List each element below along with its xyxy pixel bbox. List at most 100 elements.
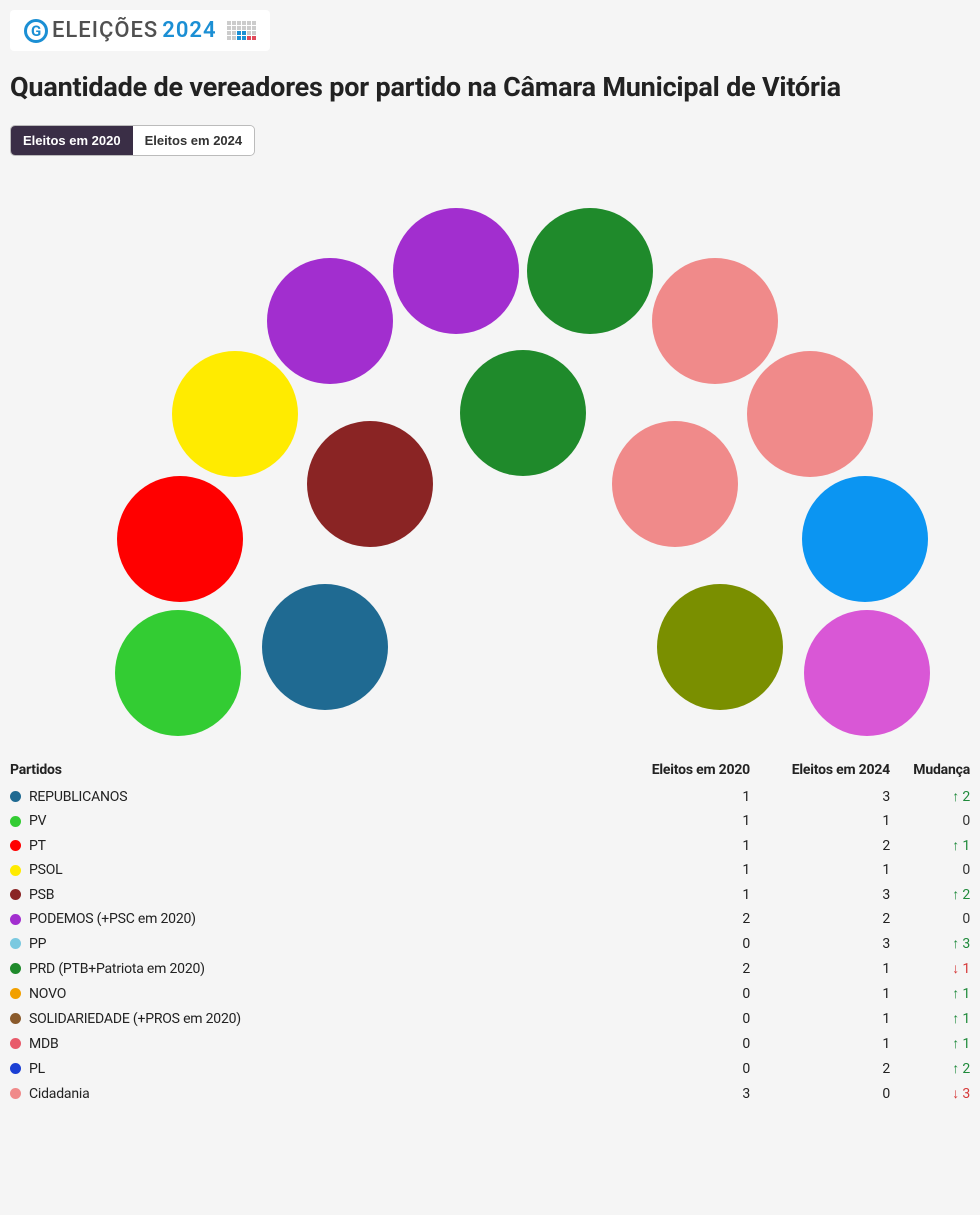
cell-2020: 0 (610, 1036, 750, 1052)
party-color-dot (10, 988, 21, 999)
header-party: Partidos (10, 762, 610, 778)
cell-2024: 2 (750, 911, 890, 927)
party-color-dot (10, 1038, 21, 1049)
table-row: Cidadania30↓ 3 (10, 1081, 970, 1106)
party-color-dot (10, 840, 21, 851)
cell-2024: 1 (750, 1011, 890, 1027)
seat-9 (612, 421, 738, 547)
table-row: REPUBLICANOS 13↑ 2 (10, 784, 970, 809)
party-color-dot (10, 1013, 21, 1024)
party-color-dot (10, 865, 21, 876)
cell-change: 0 (890, 862, 970, 878)
table-row: NOVO 01↑ 1 (10, 981, 970, 1006)
table-row: PODEMOS (+PSC em 2020)220 (10, 907, 970, 931)
party-name: PSB (29, 887, 54, 903)
table-row: PT12↑ 1 (10, 833, 970, 858)
party-name: Cidadania (29, 1086, 90, 1102)
logo: G ELEIÇÕES2024 (10, 10, 270, 51)
logo-text-eleicoes: ELEIÇÕES (52, 18, 158, 43)
cell-2024: 3 (750, 887, 890, 903)
seat-2 (117, 476, 243, 602)
party-color-dot (10, 889, 21, 900)
cell-2024: 0 (750, 1086, 890, 1102)
table-row: PSOL110 (10, 858, 970, 882)
cell-2020: 0 (610, 1011, 750, 1027)
cell-change: ↓ 1 (890, 960, 970, 977)
seat-14 (804, 610, 930, 736)
table-row: SOLIDARIEDADE (+PROS em 2020)01↑ 1 (10, 1006, 970, 1031)
hemicycle-chart (10, 176, 970, 756)
table-header-row: Partidos Eleitos em 2020 Eleitos em 2024… (10, 756, 970, 784)
cell-change: ↑ 3 (890, 935, 970, 952)
tab-0[interactable]: Eleitos em 2020 (11, 126, 133, 155)
cell-2020: 0 (610, 936, 750, 952)
cell-change: ↑ 1 (890, 837, 970, 854)
cell-2024: 1 (750, 862, 890, 878)
header-2024: Eleitos em 2024 (750, 762, 890, 778)
party-name: MDB (29, 1036, 59, 1052)
party-color-dot (10, 1063, 21, 1074)
seat-4 (307, 421, 433, 547)
party-color-dot (10, 1088, 21, 1099)
cell-2020: 1 (610, 838, 750, 854)
table-row: MDB01↑ 1 (10, 1031, 970, 1056)
seat-5 (267, 258, 393, 384)
tab-1[interactable]: Eleitos em 2024 (133, 126, 255, 155)
cell-2024: 1 (750, 813, 890, 829)
party-color-dot (10, 938, 21, 949)
party-table: Partidos Eleitos em 2020 Eleitos em 2024… (10, 756, 970, 1106)
cell-2020: 1 (610, 887, 750, 903)
party-name: REPUBLICANOS (29, 789, 127, 805)
cell-change: 0 (890, 813, 970, 829)
tabs: Eleitos em 2020Eleitos em 2024 (10, 125, 255, 156)
party-color-dot (10, 816, 21, 827)
logo-grid-icon (227, 21, 256, 40)
cell-change: ↑ 2 (890, 886, 970, 903)
seat-11 (747, 351, 873, 477)
cell-change: ↑ 1 (890, 1010, 970, 1027)
logo-g-icon: G (24, 19, 48, 43)
cell-change: ↑ 2 (890, 1060, 970, 1077)
seat-6 (393, 208, 519, 334)
seat-1 (262, 584, 388, 710)
table-row: PP 03↑ 3 (10, 931, 970, 956)
cell-2024: 1 (750, 986, 890, 1002)
party-name: NOVO (29, 986, 66, 1002)
seat-13 (802, 476, 928, 602)
logo-text-year: 2024 (162, 18, 216, 43)
party-name: PV (29, 813, 46, 829)
cell-change: ↑ 1 (890, 985, 970, 1002)
party-name: PODEMOS (+PSC em 2020) (29, 911, 196, 927)
cell-2020: 2 (610, 911, 750, 927)
party-name: PT (29, 838, 46, 854)
cell-2020: 2 (610, 961, 750, 977)
table-row: PL02↑ 2 (10, 1056, 970, 1081)
page-title: Quantidade de vereadores por partido na … (10, 71, 970, 103)
cell-2024: 3 (750, 789, 890, 805)
cell-2020: 0 (610, 1061, 750, 1077)
cell-change: ↓ 3 (890, 1085, 970, 1102)
seat-8 (527, 208, 653, 334)
party-color-dot (10, 963, 21, 974)
cell-2024: 1 (750, 1036, 890, 1052)
party-name: PP (29, 936, 46, 952)
cell-2020: 1 (610, 789, 750, 805)
seat-7 (460, 350, 586, 476)
cell-2024: 3 (750, 936, 890, 952)
seat-10 (652, 258, 778, 384)
seat-0 (115, 610, 241, 736)
table-row: PSB 13↑ 2 (10, 882, 970, 907)
cell-2020: 0 (610, 986, 750, 1002)
header-change: Mudança (890, 762, 970, 778)
table-row: PRD (PTB+Patriota em 2020) 21↓ 1 (10, 956, 970, 981)
cell-2020: 1 (610, 813, 750, 829)
party-color-dot (10, 791, 21, 802)
party-name: PL (29, 1061, 45, 1077)
header-2020: Eleitos em 2020 (610, 762, 750, 778)
cell-2020: 1 (610, 862, 750, 878)
party-name: PSOL (29, 862, 63, 878)
cell-2024: 1 (750, 961, 890, 977)
party-color-dot (10, 914, 21, 925)
cell-change: ↑ 2 (890, 788, 970, 805)
party-name: PRD (PTB+Patriota em 2020) (29, 961, 205, 977)
